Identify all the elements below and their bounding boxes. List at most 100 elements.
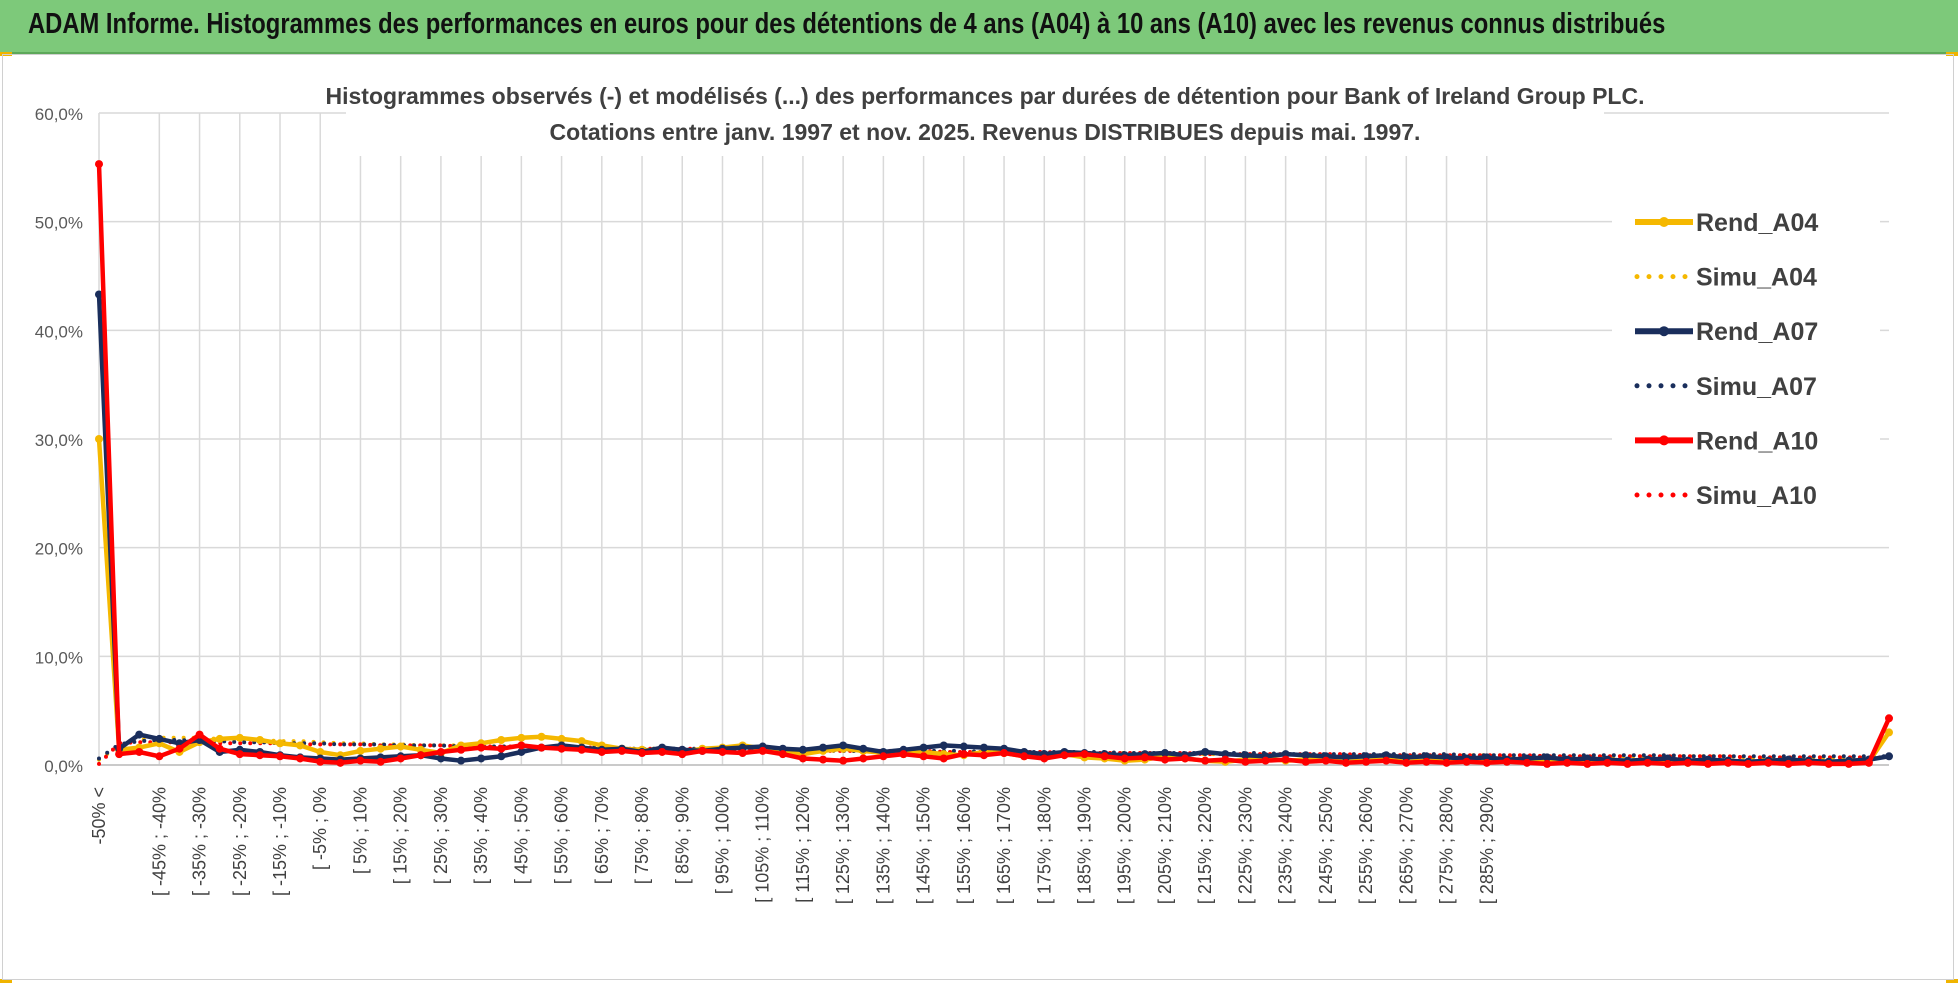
y-tick-label: 20,0% — [35, 540, 83, 559]
data-point — [1281, 755, 1290, 764]
x-tick-label: [ 95% ; 100% — [712, 787, 732, 894]
legend-marker — [1659, 217, 1669, 227]
data-point — [416, 751, 425, 760]
data-point — [255, 751, 264, 760]
x-tick-label: [ 25% ; 30% — [431, 787, 451, 884]
legend-label: Simu_A07 — [1696, 373, 1817, 401]
data-point — [95, 160, 103, 169]
x-tick-label: [ 265% ; 270% — [1396, 787, 1416, 904]
data-point — [376, 744, 385, 753]
data-point — [1563, 758, 1572, 767]
data-point — [215, 744, 224, 753]
legend-marker — [1659, 326, 1669, 337]
data-point — [1703, 759, 1712, 768]
data-point — [497, 736, 506, 745]
data-point — [195, 730, 204, 739]
data-point — [436, 754, 445, 763]
data-point — [1362, 757, 1371, 766]
x-tick-label: [ 215% ; 220% — [1195, 787, 1215, 904]
data-point — [1000, 749, 1009, 758]
legend-label: Simu_A10 — [1696, 482, 1817, 510]
x-tick-label: [ -35% ; -30% — [190, 787, 210, 896]
data-point — [336, 758, 345, 767]
data-point — [617, 746, 626, 755]
data-point — [1261, 756, 1270, 765]
data-point — [778, 750, 787, 759]
y-tick-label: 50,0% — [35, 214, 83, 233]
data-point — [1120, 754, 1129, 763]
series-points-rend-a10 — [95, 160, 1893, 768]
legend-label: Rend_A10 — [1696, 427, 1818, 455]
data-point — [115, 750, 124, 759]
data-point — [376, 757, 385, 766]
data-point — [959, 742, 968, 751]
data-point — [537, 732, 546, 741]
data-point — [1764, 758, 1773, 767]
data-point — [1623, 759, 1632, 768]
data-point — [155, 734, 164, 743]
data-point — [879, 752, 888, 761]
data-point — [1241, 757, 1250, 766]
x-tick-label: -50% < — [89, 787, 109, 845]
x-tick-label: [ 75% ; 80% — [632, 787, 652, 884]
x-tick-label: [ 155% ; 160% — [954, 787, 974, 904]
data-point — [919, 743, 928, 752]
data-point — [1502, 757, 1511, 766]
data-point — [1724, 758, 1733, 767]
data-point — [1160, 749, 1169, 758]
data-point — [457, 745, 466, 754]
data-point — [1663, 759, 1672, 768]
data-point — [1160, 755, 1169, 764]
x-tick-label: [ 45% ; 50% — [511, 787, 531, 884]
data-point — [517, 747, 526, 756]
data-point — [839, 756, 848, 765]
data-point — [1382, 756, 1391, 765]
data-point — [396, 742, 405, 751]
data-point — [1603, 758, 1612, 767]
data-point — [798, 754, 807, 763]
series-layer — [95, 160, 1893, 768]
data-point — [1341, 758, 1350, 767]
data-point — [497, 744, 506, 753]
chart-frame — [2, 54, 1954, 980]
grid-lines — [99, 112, 1889, 766]
y-tick-label: 40,0% — [35, 322, 83, 341]
data-point — [477, 754, 486, 763]
corner-mark-br — [1946, 979, 1958, 983]
data-point — [316, 747, 325, 756]
data-point — [979, 743, 988, 752]
data-point — [1885, 728, 1893, 737]
x-tick-label: [ -25% ; -20% — [230, 787, 250, 896]
legend-item-rend-a10: Rend_A10 — [1635, 427, 1818, 455]
x-tick-label: [ 255% ; 260% — [1356, 787, 1376, 904]
data-point — [1422, 757, 1431, 766]
legend-label: Rend_A04 — [1696, 209, 1818, 237]
x-tick-label: [ 245% ; 250% — [1316, 787, 1336, 904]
y-axis: 0,0% 10,0% 20,0% 30,0% 40,0% 50,0% 60,0% — [35, 105, 83, 776]
data-point — [1301, 757, 1310, 766]
y-tick-label: 0,0% — [44, 757, 83, 776]
y-tick-label: 30,0% — [35, 431, 83, 450]
data-point — [537, 743, 546, 752]
data-point — [477, 743, 486, 752]
x-tick-label: [ 125% ; 130% — [833, 787, 853, 904]
data-point — [577, 737, 586, 746]
legend-marker — [1659, 435, 1669, 446]
data-point — [175, 744, 184, 753]
legend-item-simu-a07: Simu_A07 — [1634, 373, 1817, 401]
x-tick-label: [ 15% ; 20% — [391, 787, 411, 884]
x-tick-label: [ -5% ; 0% — [310, 787, 330, 870]
data-point — [658, 747, 667, 756]
data-point — [678, 750, 687, 759]
data-point — [1221, 755, 1230, 764]
x-tick-label: [ 145% ; 150% — [914, 787, 934, 904]
data-point — [839, 741, 848, 750]
data-point — [939, 741, 948, 750]
data-point — [1201, 747, 1210, 756]
data-point — [95, 290, 103, 299]
data-point — [396, 754, 405, 763]
x-tick-label: [ 285% ; 290% — [1477, 787, 1497, 904]
data-point — [959, 750, 968, 759]
data-point — [1060, 751, 1069, 760]
